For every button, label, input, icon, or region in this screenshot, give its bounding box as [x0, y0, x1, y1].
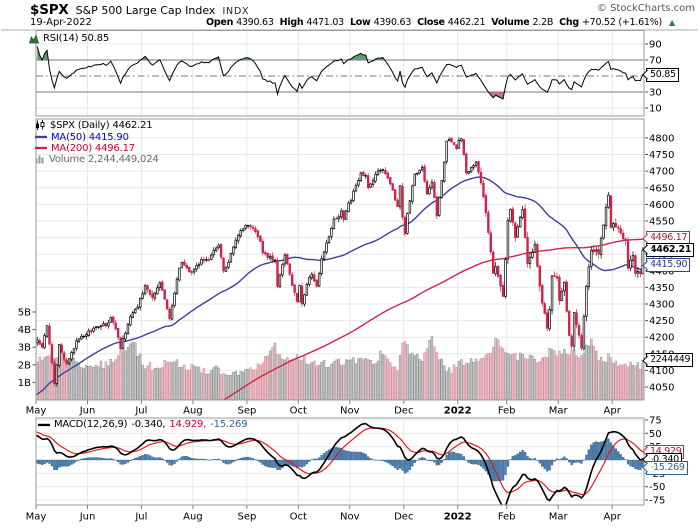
svg-text:3B: 3B — [18, 343, 31, 354]
close-label: Close — [417, 16, 445, 28]
svg-text:90: 90 — [649, 40, 662, 51]
svg-text:Feb: Feb — [498, 512, 516, 523]
svg-text:Mar: Mar — [549, 512, 569, 523]
svg-text:70: 70 — [649, 56, 662, 67]
last-price-box: 4462.21 — [646, 242, 695, 257]
svg-text:Nov: Nov — [340, 512, 360, 523]
macd-hist-box: -15.269 — [646, 460, 688, 475]
svg-text:4750: 4750 — [649, 150, 674, 161]
volume-value-box: 2244449 — [646, 353, 694, 367]
svg-text:Sep: Sep — [237, 406, 256, 417]
high-label: High — [279, 16, 304, 28]
svg-text:Aug: Aug — [183, 512, 203, 523]
svg-text:Dec: Dec — [394, 406, 413, 417]
svg-text:Jul: Jul — [134, 406, 147, 417]
svg-text:-75: -75 — [649, 496, 665, 507]
svg-text:10: 10 — [649, 104, 662, 115]
open-label: Open — [206, 16, 234, 28]
svg-text:75: 75 — [649, 416, 662, 427]
symbol-exchange: INDX — [222, 6, 250, 17]
svg-text:4800: 4800 — [649, 133, 674, 144]
quote-open: Open 4390.63 — [206, 17, 274, 28]
quote-date: 19-Apr-2022 — [30, 16, 92, 28]
svg-text:Apr: Apr — [604, 512, 622, 523]
svg-text:4100: 4100 — [649, 366, 674, 377]
chart-header: $SPX S&P 500 Large Cap Index INDX — [30, 2, 249, 18]
svg-text:4650: 4650 — [649, 183, 674, 194]
symbol-ticker: $SPX — [30, 2, 69, 18]
svg-text:1B: 1B — [18, 378, 31, 389]
close-value: 4462.21 — [447, 16, 486, 28]
svg-text:Oct: Oct — [290, 406, 307, 417]
svg-text:4300: 4300 — [649, 300, 674, 311]
svg-text:Dec: Dec — [394, 512, 413, 523]
svg-text:4350: 4350 — [649, 283, 674, 294]
low-label: Low — [349, 16, 371, 28]
svg-text:Jul: Jul — [134, 512, 147, 523]
svg-text:Nov: Nov — [340, 406, 360, 417]
svg-text:4600: 4600 — [649, 200, 674, 211]
svg-text:-50: -50 — [649, 482, 665, 493]
svg-text:Feb: Feb — [498, 406, 516, 417]
quote-low: Low 4390.63 — [350, 17, 411, 28]
svg-text:Jun: Jun — [79, 406, 96, 417]
volume-value: 2.2B — [532, 16, 554, 28]
rsi-value-box: 50.85 — [646, 67, 679, 82]
svg-text:30: 30 — [649, 88, 662, 99]
svg-text:4200: 4200 — [649, 333, 674, 344]
svg-text:Jun: Jun — [79, 512, 96, 523]
svg-text:Oct: Oct — [290, 512, 307, 523]
volume-label: Volume — [491, 16, 530, 28]
low-value: 4390.63 — [373, 16, 412, 28]
svg-text:4700: 4700 — [649, 167, 674, 178]
quote-volume: Volume 2.2B — [491, 17, 553, 28]
svg-text:May: May — [26, 406, 47, 417]
change-label: Chg — [559, 16, 579, 28]
svg-text:2022: 2022 — [444, 512, 472, 523]
stockcharts-credit: © StockCharts.com — [596, 3, 695, 14]
svg-text:50: 50 — [649, 429, 662, 440]
svg-text:Apr: Apr — [604, 406, 622, 417]
quote-high: High 4471.03 — [279, 16, 345, 28]
svg-text:2022: 2022 — [444, 406, 472, 417]
svg-text:4550: 4550 — [649, 217, 674, 228]
svg-text:5B: 5B — [18, 308, 31, 319]
symbol-name: S&P 500 Large Cap Index — [75, 4, 216, 17]
svg-text:Sep: Sep — [237, 512, 256, 523]
svg-text:2B: 2B — [18, 360, 31, 371]
high-value: 4471.03 — [306, 16, 344, 28]
svg-text:4B: 4B — [18, 325, 31, 336]
svg-text:4050: 4050 — [649, 383, 674, 394]
ma50-value-box: 4415.90 — [646, 258, 691, 272]
quote-change: Chg +70.52 (+1.61%) — [559, 17, 662, 28]
svg-text:4250: 4250 — [649, 316, 674, 327]
svg-text:Aug: Aug — [183, 406, 203, 417]
quote-summary: 19-Apr-2022 Open 4390.63 High 4471.03 Low 4… — [30, 17, 675, 28]
quote-close: Close 4462.21 — [417, 17, 485, 28]
svg-text:Mar: Mar — [549, 406, 569, 417]
open-value: 4390.63 — [236, 16, 274, 28]
change-up-arrow-icon: ▲ — [668, 17, 675, 27]
change-value: +70.52 (+1.61%) — [581, 16, 662, 28]
svg-text:May: May — [26, 512, 47, 523]
